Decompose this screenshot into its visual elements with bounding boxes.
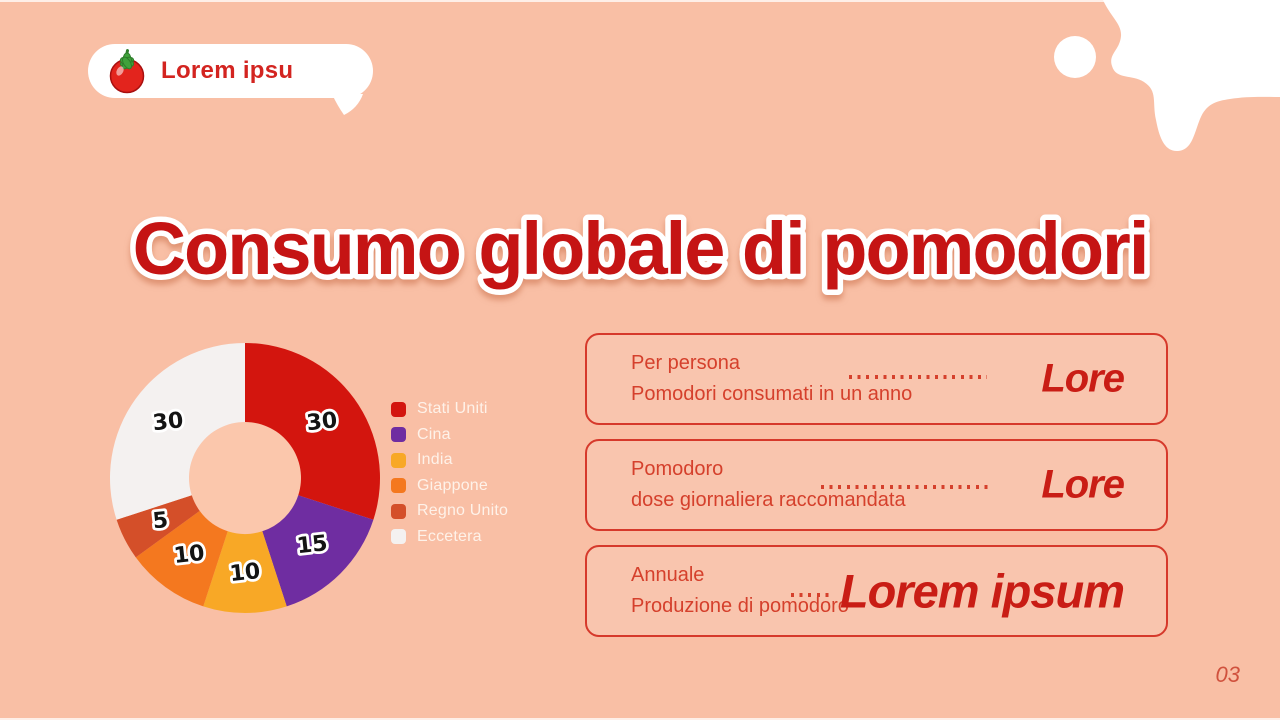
donut-slice-label: 15 — [296, 531, 329, 559]
speech-bubble: Lorem ipsu — [88, 44, 373, 98]
donut-slice-label: 10 — [228, 559, 261, 587]
bubble-tail — [332, 94, 363, 115]
legend-swatch — [391, 452, 406, 468]
blob-decoration — [1054, 0, 1280, 152]
card-value: Lorem ipsum — [839, 564, 1125, 618]
blob-dot — [1054, 36, 1096, 78]
donut-slice-label: 5 — [151, 508, 169, 534]
legend-item: Cina — [391, 425, 508, 443]
dotted-leader — [791, 593, 832, 597]
donut-slice-cina — [262, 495, 374, 607]
legend-swatch — [391, 503, 406, 519]
card-line2: dose giornaliera raccomandata — [631, 489, 906, 511]
legend-label: Regno Unito — [417, 502, 509, 519]
card-text: Per persona Pomodori consumati in un ann… — [631, 348, 912, 410]
card-line1: Annuale — [631, 564, 705, 586]
legend-item: India — [391, 451, 508, 468]
legend-swatch — [391, 427, 406, 442]
tomato-icon — [109, 49, 145, 94]
card-value: Lore — [1041, 356, 1125, 401]
top-edge-line — [0, 0, 1280, 2]
legend-swatch — [391, 529, 406, 544]
info-card-annuale: Annuale Produzione di pomodoro Lorem ips… — [585, 545, 1168, 637]
bottom-edge-line — [0, 718, 1280, 720]
legend-item: Stati Uniti — [391, 400, 508, 417]
legend-label: Giappone — [417, 476, 488, 494]
legend-item: Regno Unito — [391, 502, 509, 519]
page-title: Consumo globale di pomodori — [133, 207, 1148, 290]
card-line1: Pomodoro — [631, 458, 724, 480]
card-line2: Pomodori consumati in un anno — [631, 383, 913, 405]
donut-slice-eccetera — [110, 343, 245, 520]
donut-slice-label: 30 — [305, 408, 338, 436]
page-number: 03 — [1215, 662, 1240, 687]
legend-label: India — [417, 451, 453, 468]
donut-hole — [189, 422, 301, 534]
donut-slice-label: 10 — [173, 541, 206, 569]
donut-slice-india — [203, 531, 287, 613]
donut-slice-regno-unito — [116, 495, 200, 558]
chart-legend: Stati Uniti Cina India Giappone Regno Unito E… — [391, 400, 509, 554]
donut-slice-label: 30 — [152, 408, 185, 436]
legend-label: Cina — [417, 425, 451, 443]
donut-slice-stati-uniti — [245, 343, 380, 520]
card-value: Lore — [1041, 462, 1125, 507]
legend-label: Eccetera — [417, 527, 482, 545]
legend-item: Giappone — [391, 476, 508, 494]
card-line2: Produzione di pomodoro — [631, 595, 849, 617]
legend-swatch — [391, 401, 406, 417]
donut-slice-giappone — [135, 510, 228, 607]
legend-label: Stati Uniti — [417, 400, 488, 417]
info-card-pomodoro: Pomodoro dose giornaliera raccomandata L… — [585, 439, 1168, 531]
dotted-leader — [821, 485, 991, 489]
info-card-per-persona: Per persona Pomodori consumati in un ann… — [585, 333, 1168, 425]
card-line1: Per persona — [631, 352, 740, 374]
bubble-label: Lorem ipsu — [161, 57, 294, 84]
card-text: Pomodoro dose giornaliera raccomandata — [631, 454, 906, 516]
title-banner: Consumo globale di pomodori — [127, 202, 1155, 296]
legend-item: Eccetera — [391, 527, 508, 545]
card-text: Annuale Produzione di pomodoro — [631, 560, 849, 622]
dotted-leader — [849, 375, 987, 379]
legend-swatch — [391, 478, 406, 493]
